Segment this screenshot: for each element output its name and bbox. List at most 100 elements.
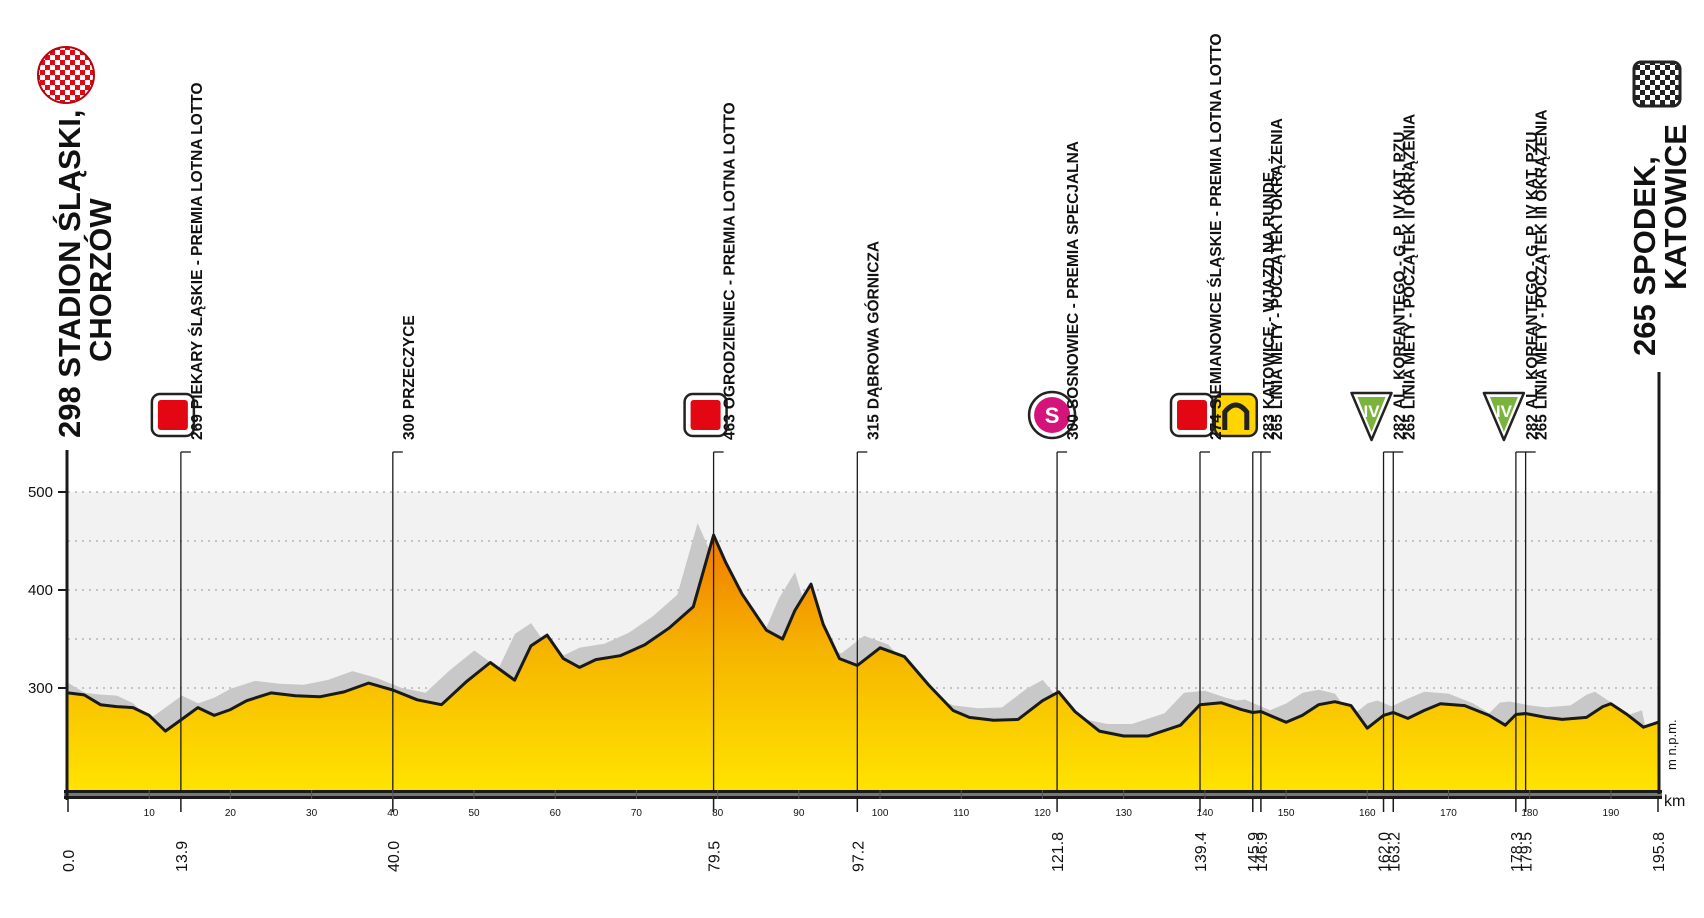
finish-title: 265 SPODEK, (1627, 156, 1662, 356)
finish-title-line2: KATOWICE (1658, 124, 1693, 290)
start-elevation: 298 (52, 386, 87, 438)
sprint-icon-fill (1177, 400, 1208, 430)
y-tick-label: 300 (28, 680, 53, 697)
x-tick-label: 80 (712, 808, 724, 819)
elevation-line (67, 533, 1659, 738)
point-km-label: 79.5 (707, 841, 724, 872)
y-unit-label: m n.p.m. (1664, 719, 1679, 770)
point-elevation: 300 (401, 414, 418, 440)
end-km-label: 195.8 (1651, 832, 1668, 872)
point-symbols: S IV IV (150, 390, 1526, 442)
point-name: LINIA METY - POCZĄTEK I OKRĄŻENIA (1269, 118, 1286, 409)
point-name: PRZECZYCE (401, 315, 418, 409)
point-label: 283 KATOWICE - WJAZD NA RUNDĘ (1261, 172, 1278, 440)
mountain-category: IV (1363, 402, 1380, 421)
x-tick-label: 30 (306, 808, 318, 819)
mountain-category: IV (1496, 402, 1513, 421)
point-km-label: 139.4 (1193, 832, 1210, 872)
start-km-label: 0.0 (61, 850, 78, 872)
point-km-label: 162.0 (1377, 832, 1394, 872)
sprint-icon-fill (157, 400, 188, 430)
point-name: LINIA METY - POCZĄTEK II OKRĄŻENIA (1401, 114, 1418, 409)
x-tick-label: 100 (872, 808, 889, 819)
point-elevation: 265 (1269, 414, 1286, 440)
point-elevation: 282 (1392, 414, 1409, 440)
start-title: 298 STADION ŚLĄSKI, (51, 110, 87, 438)
mountain-icon-fill (1489, 397, 1518, 432)
point-km-label: 121.8 (1050, 832, 1067, 872)
x-tick-label: 40 (387, 808, 399, 819)
finish-elevation: 265 (1627, 304, 1662, 356)
point-elevation: 282 (1524, 414, 1541, 440)
point-label: 315 DĄBROWA GÓRNICZA (864, 241, 882, 440)
x-tick-label: 70 (631, 808, 643, 819)
point-km-label: 146.9 (1254, 832, 1271, 872)
point-label: 463 OGRODZIENIEC - PREMIA LOTNA LOTTO (722, 102, 739, 440)
x-tick-label: 160 (1359, 808, 1376, 819)
lap-entry-arc (1222, 402, 1250, 430)
point-km-label: 163.2 (1386, 832, 1403, 872)
start-title-line2: CHORZÓW (82, 198, 118, 362)
point-km-label: 145.9 (1246, 832, 1263, 872)
point-elevation: 274 (1208, 414, 1225, 440)
point-km-label: 178.3 (1509, 832, 1526, 872)
special-sprint-letter: S (1045, 403, 1060, 428)
point-elevation: 269 (189, 414, 206, 440)
y-axis-ticks: 300 400 500 (28, 484, 67, 697)
point-name: OGRODZIENIEC - PREMIA LOTNA LOTTO (722, 102, 739, 409)
y-tick-label: 400 (28, 582, 53, 599)
point-labels: 269 PIEKARY ŚLĄSKIE - PREMIA LOTNA LOTTO 3… (188, 33, 1551, 440)
x-tick-label: 10 (144, 808, 156, 819)
point-name: SIEMIANOWICE ŚLĄSKIE - PREMIA LOTNA LOTT… (1207, 33, 1225, 409)
point-label: 265 LINIA METY - POCZĄTEK II OKRĄŻENIA (1401, 114, 1418, 440)
x-unit-label: km (1664, 793, 1685, 810)
mountain-icon-fill (1357, 397, 1386, 432)
point-km-label: 97.2 (850, 841, 867, 872)
point-km-label: 179.5 (1519, 832, 1536, 872)
point-leader-lines (180, 451, 1536, 790)
point-km-label: 40.0 (386, 841, 403, 872)
x-tick-label: 90 (793, 808, 805, 819)
point-label: 282 AL. KORFANTEGO - G. P. IV KAT. PZU (1392, 132, 1409, 440)
point-elevation: 265 (1401, 414, 1418, 440)
x-tick-label: 190 (1603, 808, 1620, 819)
x-tick-label: 130 (1115, 808, 1132, 819)
x-tick-label: 50 (468, 808, 480, 819)
point-label: 265 LINIA METY - POCZĄTEK III OKRĄŻENIA (1534, 109, 1551, 440)
x-tick-label: 60 (550, 808, 562, 819)
point-elevation: 300 (1065, 414, 1082, 440)
x-tick-label: 20 (225, 808, 237, 819)
finish-flag-icon (1632, 60, 1682, 108)
x-tick-label: 140 (1197, 808, 1214, 819)
point-elevation: 265 (1534, 414, 1551, 440)
x-axis-inner (64, 793, 1662, 796)
point-label: 282 AL. KORFANTEGO - G. P. IV KAT. PZU (1524, 132, 1541, 440)
point-elevation: 315 (865, 414, 882, 440)
point-name: PIEKARY ŚLĄSKIE - PREMIA LOTNA LOTTO (188, 82, 206, 409)
x-tick-label: 120 (1034, 808, 1051, 819)
sprint-icon-fill (690, 400, 721, 430)
x-tick-label: 170 (1440, 808, 1457, 819)
x-axis-ticks: 10 20 30 40 50 60 70 80 90 100 110 120 130 140 150 160 1… (144, 790, 1620, 819)
point-km-label: 13.9 (174, 841, 191, 872)
point-name: AL. KORFANTEGO - G. P. IV KAT. PZU (1524, 132, 1541, 410)
point-label: 300 SOSNOWIEC - PREMIA SPECJALNA (1065, 141, 1082, 440)
point-elevation: 463 (722, 414, 739, 440)
point-label: 274 SIEMIANOWICE ŚLĄSKIE - PREMIA LOTNA L… (1207, 33, 1225, 440)
x-tick-label: 110 (953, 808, 969, 819)
point-name: KATOWICE - WJAZD NA RUNDĘ (1261, 172, 1278, 409)
point-elevation: 283 (1261, 414, 1278, 440)
start-name-line1: STADION ŚLĄSKI, (51, 110, 87, 378)
x-tick-label: 150 (1278, 808, 1295, 819)
x-tick-label: 180 (1521, 808, 1538, 819)
point-label: 300 PRZECZYCE (401, 315, 418, 440)
point-km-labels: 0.0 195.813.9 40.0 79.5 97.2 121.8 139.4 145.91… (61, 799, 1668, 872)
start-flag-icon (37, 46, 95, 104)
special-sprint-icon-fill (1034, 397, 1071, 433)
point-name: LINIA METY - POCZĄTEK III OKRĄŻENIA (1534, 109, 1551, 409)
point-label: 265 LINIA METY - POCZĄTEK I OKRĄŻENIA (1269, 118, 1286, 440)
point-name: AL. KORFANTEGO - G. P. IV KAT. PZU (1392, 132, 1409, 410)
point-name: DĄBROWA GÓRNICZA (864, 241, 882, 409)
point-label: 269 PIEKARY ŚLĄSKIE - PREMIA LOTNA LOTTO (188, 82, 206, 440)
